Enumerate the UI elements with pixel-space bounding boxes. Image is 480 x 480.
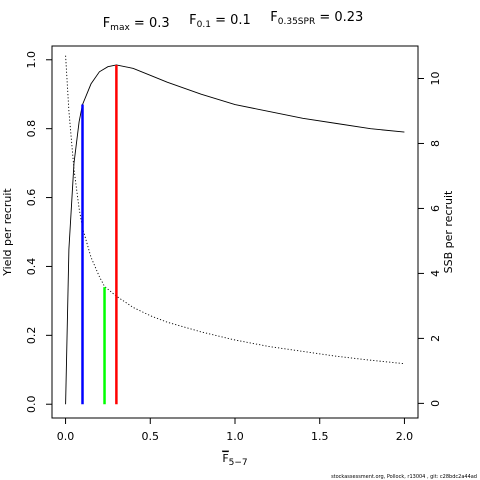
y-left-tick-label: 0.6 [25, 189, 38, 207]
y-right-tick-label: 0 [429, 400, 442, 407]
y-left-tick-label: 0.4 [25, 258, 38, 276]
y-axis-right-title: SSB per recruit [442, 190, 455, 273]
x-tick-label: 2.0 [396, 430, 414, 443]
x-tick-label: 1.5 [311, 430, 329, 443]
footer-credit: stockassessment.org, Pollock, r13004 , g… [331, 474, 477, 480]
y-left-tick-label: 0.2 [25, 327, 38, 345]
y-right-tick-label: 10 [429, 71, 442, 85]
y-left-tick-label: 0.0 [25, 395, 38, 413]
x-tick-label: 0.5 [142, 430, 160, 443]
y-right-tick-label: 2 [429, 335, 442, 342]
x-axis-title-text: F5−7 [222, 452, 247, 468]
plot-area [65, 55, 405, 405]
x-axis-title: F5−7 [222, 450, 248, 468]
x-tick-label: 1.0 [226, 430, 244, 443]
y-axis-left: 0.0 0.2 0.4 0.6 0.8 1.0 [25, 51, 52, 413]
x-tick-label: 0.0 [57, 430, 75, 443]
y-axis-left-title: Yield per recruit [1, 188, 14, 277]
y-left-tick-label: 0.8 [25, 120, 38, 138]
chart-title: Fmax = 0.3 F0.1 = 0.1 F0.35SPR = 0.23 [103, 10, 364, 33]
plot-frame [51, 45, 419, 419]
yield-per-recruit-line [65, 64, 405, 405]
y-axis-right: 0 2 4 6 8 10 [418, 71, 442, 407]
x-axis: 0.0 0.5 1.0 1.5 2.0 [57, 418, 413, 443]
y-right-tick-label: 6 [429, 205, 442, 212]
y-right-tick-label: 8 [429, 140, 442, 147]
chart-title-text: Fmax = 0.3 F0.1 = 0.1 F0.35SPR = 0.23 [103, 10, 364, 33]
y-right-tick-label: 4 [429, 270, 442, 277]
y-left-tick-label: 1.0 [25, 51, 38, 69]
